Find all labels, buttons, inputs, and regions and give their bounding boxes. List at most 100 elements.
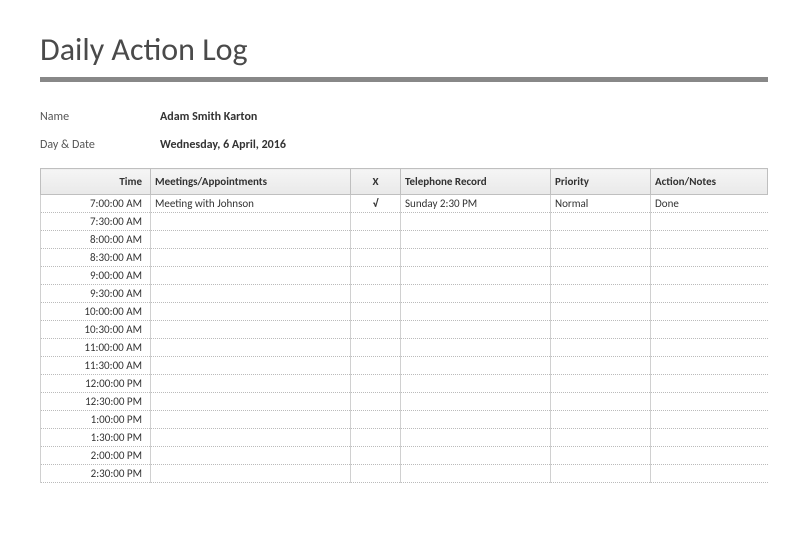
table-row: 8:30:00 AM [41,249,768,267]
table-row: 11:00:00 AM [41,339,768,357]
cell-telephone [401,249,551,267]
cell-meetings [151,303,351,321]
cell-meetings [151,321,351,339]
cell-telephone [401,357,551,375]
cell-priority [551,375,651,393]
cell-action [651,303,768,321]
table-row: 2:00:00 PM [41,447,768,465]
table-row: 9:30:00 AM [41,285,768,303]
cell-priority [551,249,651,267]
meta-date-value: Wednesday, 6 April, 2016 [160,138,286,152]
table-row: 7:30:00 AM [41,213,768,231]
col-header-action: Action/Notes [651,169,768,195]
cell-telephone [401,231,551,249]
cell-action [651,285,768,303]
meta-name-label: Name [40,110,160,124]
cell-time: 8:30:00 AM [41,249,151,267]
cell-time: 11:00:00 AM [41,339,151,357]
cell-time: 2:30:00 PM [41,465,151,483]
cell-telephone [401,429,551,447]
cell-meetings [151,249,351,267]
table-row: 10:30:00 AM [41,321,768,339]
cell-meetings [151,375,351,393]
cell-time: 10:30:00 AM [41,321,151,339]
cell-time: 9:30:00 AM [41,285,151,303]
cell-priority [551,357,651,375]
cell-action [651,339,768,357]
table-row: 1:00:00 PM [41,411,768,429]
cell-action [651,249,768,267]
cell-action [651,411,768,429]
cell-action [651,357,768,375]
cell-priority [551,231,651,249]
meta-date-row: Day & Date Wednesday, 6 April, 2016 [40,138,768,152]
cell-action [651,429,768,447]
cell-action [651,213,768,231]
cell-meetings [151,213,351,231]
cell-time: 11:30:00 AM [41,357,151,375]
cell-priority [551,267,651,285]
cell-action [651,321,768,339]
cell-x [351,375,401,393]
cell-time: 2:00:00 PM [41,447,151,465]
cell-action: Done [651,195,768,213]
cell-telephone [401,375,551,393]
cell-priority [551,393,651,411]
cell-meetings [151,393,351,411]
cell-action [651,231,768,249]
log-table: Time Meetings/Appointments X Telephone R… [40,168,768,483]
cell-telephone: Sunday 2:30 PM [401,195,551,213]
cell-telephone [401,267,551,285]
cell-x [351,249,401,267]
cell-meetings: Meeting with Johnson [151,195,351,213]
table-row: 7:00:00 AMMeeting with Johnson√Sunday 2:… [41,195,768,213]
cell-x [351,447,401,465]
cell-telephone [401,411,551,429]
cell-meetings [151,285,351,303]
table-row: 2:30:00 PM [41,465,768,483]
table-body: 7:00:00 AMMeeting with Johnson√Sunday 2:… [41,195,768,483]
cell-meetings [151,231,351,249]
cell-action [651,267,768,285]
cell-x [351,231,401,249]
table-row: 12:00:00 PM [41,375,768,393]
cell-x [351,321,401,339]
cell-meetings [151,429,351,447]
cell-telephone [401,213,551,231]
cell-meetings [151,411,351,429]
cell-telephone [401,303,551,321]
cell-priority: Normal [551,195,651,213]
cell-x [351,429,401,447]
cell-meetings [151,357,351,375]
cell-meetings [151,465,351,483]
cell-x [351,339,401,357]
cell-x [351,393,401,411]
cell-x: √ [351,195,401,213]
cell-priority [551,285,651,303]
cell-priority [551,447,651,465]
cell-priority [551,303,651,321]
cell-x [351,267,401,285]
cell-time: 9:00:00 AM [41,267,151,285]
cell-priority [551,213,651,231]
cell-x [351,465,401,483]
cell-action [651,447,768,465]
cell-x [351,213,401,231]
cell-meetings [151,447,351,465]
cell-time: 12:30:00 PM [41,393,151,411]
cell-priority [551,465,651,483]
table-row: 11:30:00 AM [41,357,768,375]
cell-priority [551,321,651,339]
cell-time: 1:30:00 PM [41,429,151,447]
title-divider [40,77,768,82]
cell-meetings [151,267,351,285]
cell-meetings [151,339,351,357]
cell-telephone [401,465,551,483]
cell-priority [551,339,651,357]
table-row: 8:00:00 AM [41,231,768,249]
cell-priority [551,429,651,447]
cell-time: 7:00:00 AM [41,195,151,213]
cell-time: 10:00:00 AM [41,303,151,321]
col-header-time: Time [41,169,151,195]
cell-time: 7:30:00 AM [41,213,151,231]
